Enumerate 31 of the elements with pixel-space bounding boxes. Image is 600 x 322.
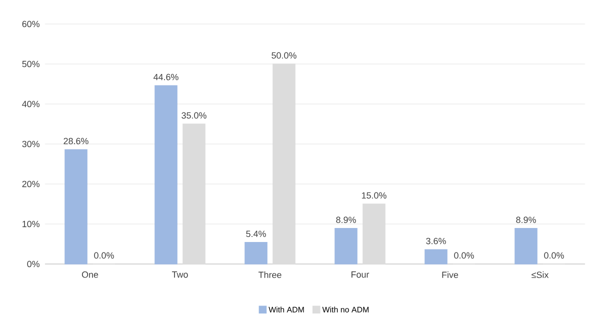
text: 8.9% [336,216,356,224]
x-tick-label: One [82,271,98,278]
text: 28.6% [64,138,88,144]
bar [514,228,538,264]
x-tick-label: Five [442,271,458,278]
text: 3.6% [426,238,446,244]
x-tick-label: Three [258,271,282,278]
y-tick-label: 20% [22,180,40,188]
text: 44.6% [153,74,178,80]
x-tick-label: ≤Six [532,271,549,278]
y-tick-label: 50% [22,60,40,68]
text: 8.9% [516,216,536,224]
y-tick-label: 10% [22,220,40,228]
y-tick-label: 40% [22,100,40,108]
bar [244,242,268,264]
x-tick-label: Four [352,271,370,278]
y-tick-label: 60% [22,20,40,28]
bar [424,249,448,264]
text: 0.0% [544,252,564,259]
bar [154,85,178,264]
x-tick-label: Two [172,271,188,278]
y-tick-label: 30% [22,140,40,148]
text: 0.0% [94,252,114,259]
text: 35.0% [182,112,206,119]
text: 50.0% [272,52,296,59]
text: 15.0% [362,192,386,199]
text: 5.4% [246,230,266,238]
text: 0.0% [454,252,474,259]
y-tick-label: 0% [27,260,40,268]
bar [334,228,358,264]
bar [64,149,88,264]
